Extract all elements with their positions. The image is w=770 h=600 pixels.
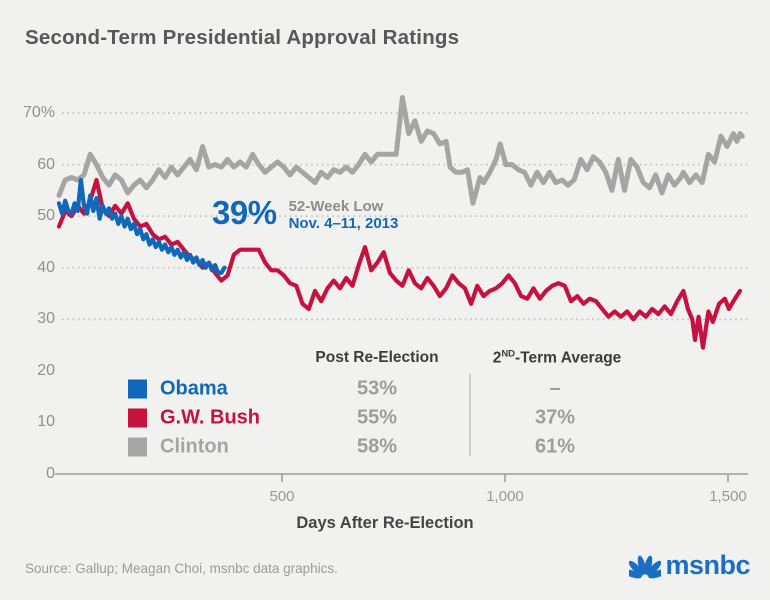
msnbc-logo-text: msnbc xyxy=(665,549,750,580)
msnbc-peacock-icon xyxy=(629,555,662,579)
bush-post-value: 55% xyxy=(356,406,398,429)
y-tick-label-10: 10 xyxy=(37,413,55,431)
obama-post-value: 53% xyxy=(356,377,398,400)
clinton-average-value: 61% xyxy=(534,435,576,458)
legend-clinton-label: Clinton xyxy=(160,435,229,458)
page-title: Second-Term Presidential Approval Rating… xyxy=(25,26,460,49)
y-tick-label-30: 30 xyxy=(37,310,55,328)
annotation-date: Nov. 4–11, 2013 xyxy=(288,215,399,232)
x-tick-label-500: 500 xyxy=(269,488,295,505)
y-tick-label-20: 20 xyxy=(37,361,55,379)
y-tick-label-0: 0 xyxy=(46,465,55,482)
msnbc-logo: msnbc xyxy=(629,549,750,580)
low-point-annotation: 39% 52-Week Low Nov. 4–11, 2013 xyxy=(212,194,399,233)
legend-col2-header: 2ND-Term Average xyxy=(492,348,622,367)
y-tick-label-40: 40 xyxy=(37,258,55,276)
obama-swatch-icon xyxy=(128,379,147,399)
y-tick-label-70: 70% xyxy=(22,104,55,121)
g-w-bush-line xyxy=(56,177,743,350)
y-tick-label-50: 50 xyxy=(37,207,55,225)
legend-bush-label: G.W. Bush xyxy=(160,406,260,429)
legend-divider xyxy=(469,374,471,456)
clinton-post-value: 58% xyxy=(356,435,398,458)
legend-col1-header: Post Re-Election xyxy=(315,349,439,366)
clinton-swatch-icon xyxy=(128,437,147,457)
x-tick-label-1000: 1,000 xyxy=(486,488,524,505)
obama-average-value: – xyxy=(549,377,561,400)
obama-line xyxy=(56,177,227,275)
legend-obama-label: Obama xyxy=(160,377,228,400)
x-tick-label-1500: 1,500 xyxy=(709,488,747,505)
annotation-label: 52-Week Low xyxy=(288,198,384,215)
bush-swatch-icon xyxy=(128,408,147,428)
bush-average-value: 37% xyxy=(534,406,576,429)
y-tick-label-60: 60 xyxy=(37,155,55,173)
clinton-line xyxy=(56,95,745,206)
source-credit: Source: Gallup; Meagan Choi, msnbc data … xyxy=(25,561,338,576)
annotation-value: 39% xyxy=(212,194,277,231)
x-axis-title: Days After Re-Election xyxy=(296,514,474,532)
